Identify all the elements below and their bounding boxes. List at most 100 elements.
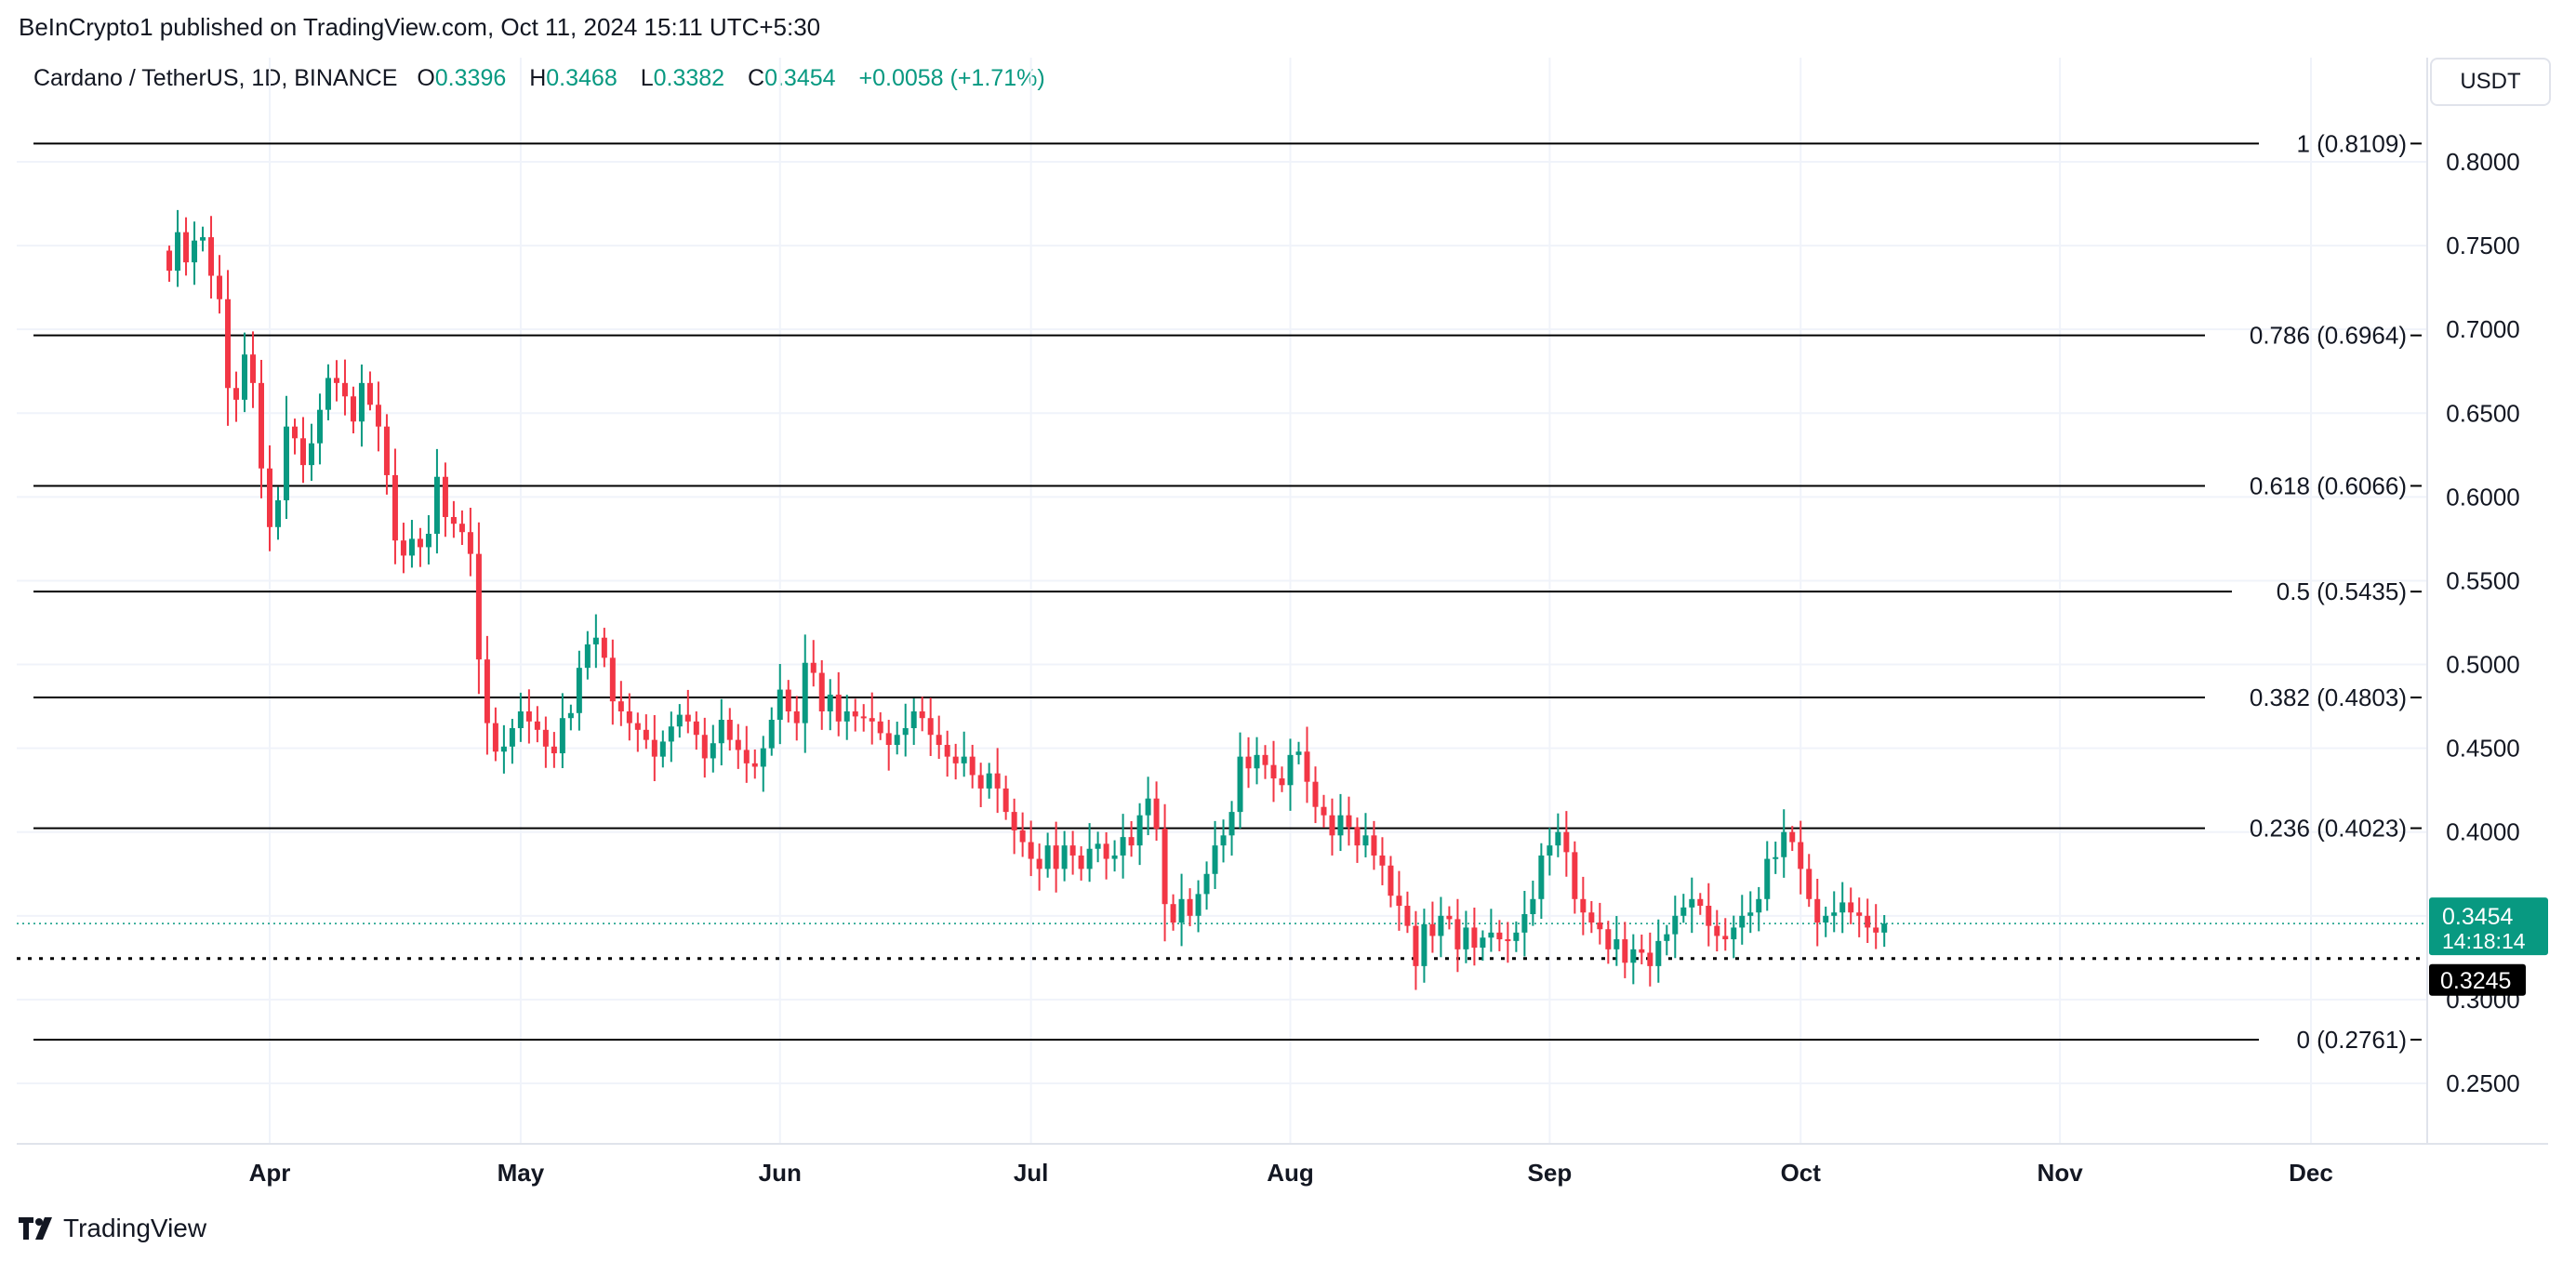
fib-level-label: 0.236 (0.4023) xyxy=(2250,815,2407,843)
time-tick-label: Oct xyxy=(1781,1159,1822,1187)
time-tick-label: May xyxy=(498,1159,545,1187)
open-value: 0.3396 xyxy=(434,65,507,91)
candle-body xyxy=(458,524,465,533)
candle-body xyxy=(358,382,365,422)
candle-body xyxy=(1454,919,1461,949)
time-axis[interactable]: Apr May Jun Jul Aug Sep Oct Nov Dec xyxy=(249,1159,2333,1187)
price-tick-label: 0.5000 xyxy=(2446,651,2520,679)
candle-body xyxy=(1220,835,1227,846)
published-by-text: BeInCrypto1 published on TradingView.com… xyxy=(19,13,821,41)
bar-countdown: 14:18:14 xyxy=(2442,929,2526,953)
price-chart[interactable]: 1 (0.8109) 0.786 (0.6964) 0.618 (0.6066) 0.… xyxy=(0,0,2576,1200)
price-tick-label: 0.6500 xyxy=(2446,399,2520,427)
candle-body xyxy=(408,538,415,556)
candle-body xyxy=(1337,815,1344,836)
candle-body xyxy=(484,659,490,723)
candle-body xyxy=(525,710,532,722)
fib-level-label: 0.786 (0.6964) xyxy=(2250,322,2407,350)
candle-body xyxy=(1639,949,1645,953)
candle-body xyxy=(735,739,741,750)
candle-body xyxy=(259,382,265,469)
candle-body xyxy=(1781,831,1787,857)
candle-body xyxy=(1463,927,1469,949)
candle-body xyxy=(1530,898,1536,915)
candle-body xyxy=(350,396,356,422)
candle-body xyxy=(1078,855,1084,869)
high-value: 0.3468 xyxy=(546,65,617,91)
time-tick-label: Aug xyxy=(1267,1159,1314,1187)
price-axis[interactable]: 0.25000.30000.35000.40000.45000.50000.55… xyxy=(2446,148,2520,1097)
candle-body xyxy=(1371,835,1377,856)
candle-body xyxy=(283,426,289,500)
candle-body xyxy=(1672,915,1679,935)
candle-body xyxy=(1011,812,1017,830)
candle-body xyxy=(267,468,272,527)
candle-body xyxy=(166,250,173,272)
tradingview-logo[interactable]: TradingView xyxy=(19,1214,206,1243)
candle-body xyxy=(1195,894,1202,916)
candle-body xyxy=(1739,915,1746,928)
candle-body xyxy=(1053,845,1059,869)
candle-body xyxy=(1731,927,1737,940)
candle-body xyxy=(1831,912,1838,916)
candle-body xyxy=(1764,858,1771,899)
candle-body xyxy=(1547,845,1553,856)
candle-body xyxy=(860,716,867,719)
candle-body xyxy=(827,694,833,711)
candle-body xyxy=(1881,923,1888,933)
candle-body xyxy=(1689,898,1695,908)
candle-body xyxy=(1019,830,1026,843)
candle-body xyxy=(710,743,716,759)
candle-body xyxy=(592,637,599,644)
price-tick-label: 0.4000 xyxy=(2446,818,2520,846)
candle-body xyxy=(475,553,482,660)
candle-body xyxy=(425,534,432,548)
candle-body xyxy=(1086,848,1093,869)
candle-body xyxy=(1028,842,1034,859)
candle-body xyxy=(567,712,574,719)
candle-body xyxy=(810,662,817,673)
currency-button[interactable]: USDT xyxy=(2430,58,2551,106)
candle-body xyxy=(1697,898,1704,907)
candle-body xyxy=(1605,929,1612,949)
close-label: C xyxy=(748,65,765,91)
candle-body xyxy=(1873,927,1879,933)
candle-body xyxy=(1521,914,1528,933)
candle-body xyxy=(617,701,624,711)
candle-body xyxy=(250,354,257,383)
candle-body xyxy=(877,721,883,734)
candle-body xyxy=(1362,835,1369,846)
high-label: H xyxy=(529,65,547,91)
candle-body xyxy=(1647,952,1653,966)
candle-body xyxy=(701,735,708,759)
price-tick-label: 0.7000 xyxy=(2446,315,2520,343)
candle-body xyxy=(217,275,223,299)
candle-body xyxy=(684,714,691,722)
candle-body xyxy=(333,378,339,383)
candle-body xyxy=(1153,798,1160,830)
candle-body xyxy=(910,710,917,729)
candle-body xyxy=(969,756,976,776)
candle-body xyxy=(651,739,657,757)
candle-body xyxy=(299,438,306,466)
candle-body xyxy=(542,729,549,747)
candle-body xyxy=(1162,829,1168,905)
tradingview-logo-icon xyxy=(19,1217,52,1240)
candle-body xyxy=(977,775,984,789)
candle-body xyxy=(1003,788,1009,813)
candle-body xyxy=(1848,902,1854,913)
candle-body xyxy=(1622,939,1628,963)
candle-body xyxy=(1538,855,1545,899)
candle-body xyxy=(233,388,240,400)
candle-body xyxy=(1664,934,1670,941)
candle-body xyxy=(919,710,925,719)
candle-body xyxy=(1706,906,1712,926)
time-tick-label: Sep xyxy=(1528,1159,1573,1187)
candle-body xyxy=(509,728,515,747)
candle-body xyxy=(1471,927,1478,949)
candle-body xyxy=(200,237,206,241)
candle-body xyxy=(316,409,323,444)
last-price-tag xyxy=(2429,897,2548,956)
candle-body xyxy=(183,232,190,263)
candle-body xyxy=(952,756,959,763)
